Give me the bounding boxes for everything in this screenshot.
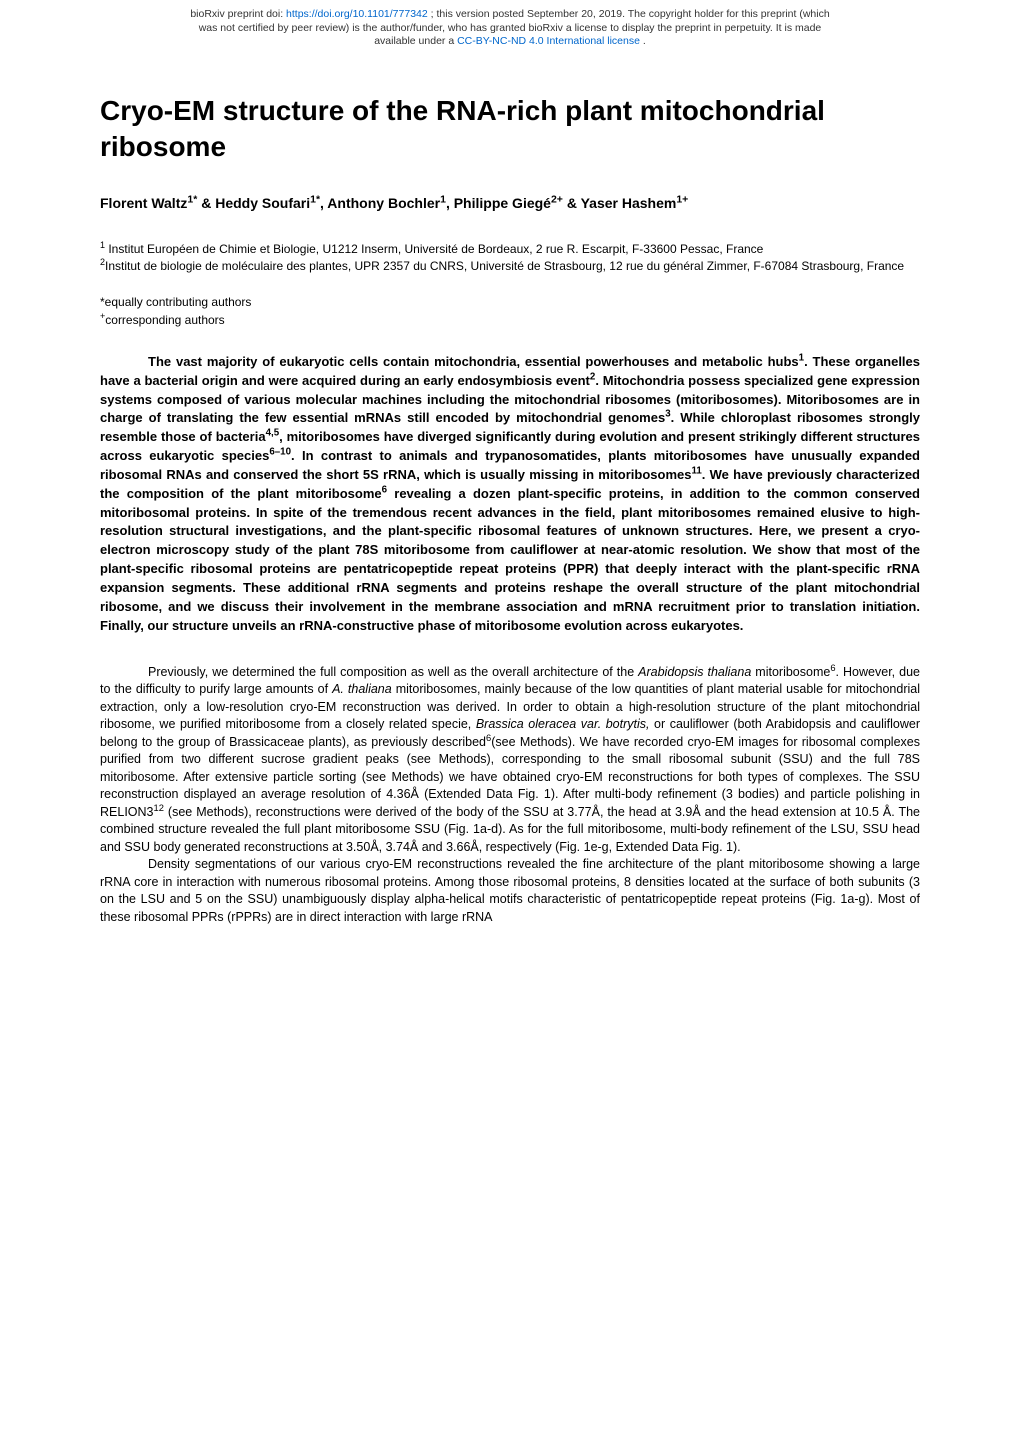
abstract-text: The vast majority of eukaryotic cells co…	[100, 353, 920, 636]
affiliations-block: 1 Institut Européen de Chimie et Biologi…	[100, 241, 920, 275]
note-equal-contrib: *equally contributing authors	[100, 293, 920, 311]
preprint-banner: bioRxiv preprint doi: https://doi.org/10…	[0, 0, 1020, 53]
affiliation-2: 2Institut de biologie de moléculaire des…	[100, 258, 920, 275]
preprint-line3-pre: available under a	[374, 35, 454, 47]
author-notes: *equally contributing authors +correspon…	[100, 293, 920, 329]
affiliation-1: 1 Institut Européen de Chimie et Biologi…	[100, 241, 920, 258]
note-corresponding: +corresponding authors	[100, 311, 920, 329]
preprint-line3-post: .	[643, 35, 646, 47]
paper-title: Cryo-EM structure of the RNA-rich plant …	[100, 93, 920, 166]
body-text: Previously, we determined the full compo…	[100, 664, 920, 927]
preprint-line1-post: ; this version posted September 20, 2019…	[431, 8, 830, 20]
page-content: Cryo-EM structure of the RNA-rich plant …	[0, 53, 1020, 966]
preprint-line1-pre: bioRxiv preprint doi:	[190, 8, 286, 20]
body-paragraph-2: Density segmentations of our various cry…	[100, 856, 920, 926]
preprint-line2: was not certified by peer review) is the…	[199, 22, 822, 34]
author-list: Florent Waltz1* & Heddy Soufari1*, Antho…	[100, 194, 920, 214]
license-link[interactable]: CC-BY-NC-ND 4.0 International license	[457, 35, 640, 47]
doi-link[interactable]: https://doi.org/10.1101/777342	[286, 8, 428, 20]
body-paragraph-1: Previously, we determined the full compo…	[100, 664, 920, 857]
